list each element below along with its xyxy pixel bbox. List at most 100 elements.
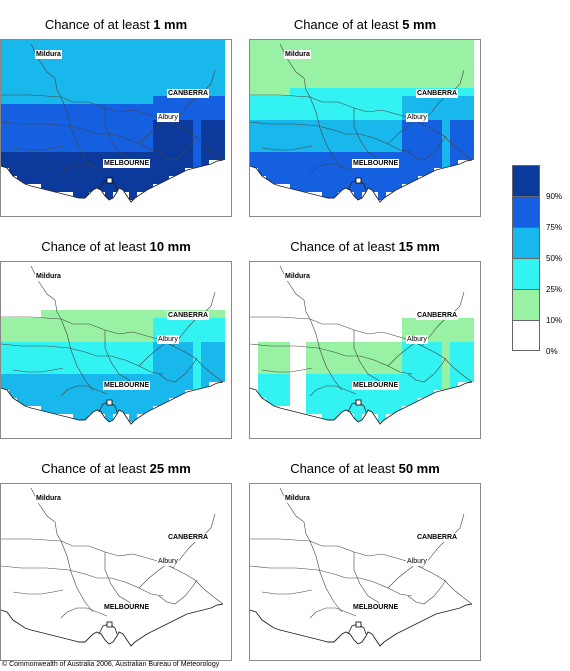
probability-cell [338,48,346,56]
probability-cell [386,152,394,160]
probability-cell [418,358,426,366]
probability-cell [258,48,266,56]
district-border [60,540,94,613]
sea-area [250,382,480,438]
probability-cell [201,64,209,72]
probability-cell [362,96,370,104]
probability-cell [434,326,442,334]
probability-cell [89,136,97,144]
probability-cell [17,326,25,334]
probability-cell [33,382,41,390]
probability-cell [113,144,121,152]
probability-cell [410,128,418,136]
probability-cell [418,56,426,64]
probability-cell [346,358,354,366]
probability-cell [201,160,209,168]
probability-cell [322,398,330,406]
probability-cell [418,72,426,80]
probability-cell [290,80,298,88]
probability-cell [442,358,450,366]
probability-cell [169,160,177,168]
probability-cell [17,72,25,80]
probability-cell [354,390,362,398]
probability-cell [169,326,177,334]
probability-cell [97,318,105,326]
probability-cell [105,184,113,192]
probability-cell [442,64,450,72]
probability-cell [458,136,466,144]
probability-cell [33,64,41,72]
probability-cell [57,184,65,192]
probability-cell [113,310,121,318]
probability-cell [386,120,394,128]
district-border [250,94,473,161]
probability-cell [169,374,177,382]
probability-cell [25,128,33,136]
probability-cell [362,104,370,112]
probability-cell [394,136,402,144]
probability-cell [450,56,458,64]
probability-cell [25,56,33,64]
probability-cell [354,96,362,104]
sea-area [1,382,231,438]
probability-cell [73,374,81,382]
probability-cell [386,48,394,56]
probability-cell [129,56,137,64]
probability-cell [346,128,354,136]
probability-cell [266,104,274,112]
probability-cell [394,88,402,96]
probability-cell [274,96,282,104]
probability-cell [113,120,121,128]
probability-cell [466,358,474,366]
probability-cell [362,80,370,88]
probability-cell [450,144,458,152]
probability-cell [65,128,73,136]
probability-cell [282,168,290,176]
probability-cell [378,64,386,72]
district-border [1,121,164,153]
probability-cell [458,334,466,342]
probability-cell [346,406,354,414]
city-label-canberra: CANBERRA [167,533,210,542]
probability-cell [426,318,434,326]
probability-cell [314,56,322,64]
district-border [138,563,174,589]
probability-cell [346,96,354,104]
probability-cell [258,128,266,136]
probability-cell [121,88,129,96]
probability-cell [153,342,161,350]
probability-cell [322,184,330,192]
probability-cell [121,350,129,358]
probability-cell [426,342,434,350]
probability-cell [274,136,282,144]
probability-cell [137,80,145,88]
probability-cell [290,176,298,184]
probability-cell [378,176,386,184]
district-border [60,385,108,397]
probability-cell [370,112,378,120]
probability-cell [370,56,378,64]
probability-cell [129,334,137,342]
probability-cell [97,382,105,390]
probability-cell [338,56,346,64]
probability-cell [274,152,282,160]
probability-cell [306,358,314,366]
probability-cell [33,390,41,398]
probability-cell [177,168,185,176]
probability-cell [105,152,113,160]
probability-cell [185,318,193,326]
probability-cell [426,382,434,390]
probability-cell [434,64,442,72]
probability-cell [209,144,217,152]
probability-cell [137,350,145,358]
probability-cell [410,398,418,406]
probability-cell [466,104,474,112]
probability-cell [346,366,354,374]
map-frame: Mildura CANBERRA Albury MELBOURNE [0,483,232,661]
probability-cell [153,176,161,184]
probability-cell [1,72,9,80]
probability-cell [362,350,370,358]
probability-cell [17,358,25,366]
probability-cell [442,366,450,374]
probability-cell [250,120,258,128]
